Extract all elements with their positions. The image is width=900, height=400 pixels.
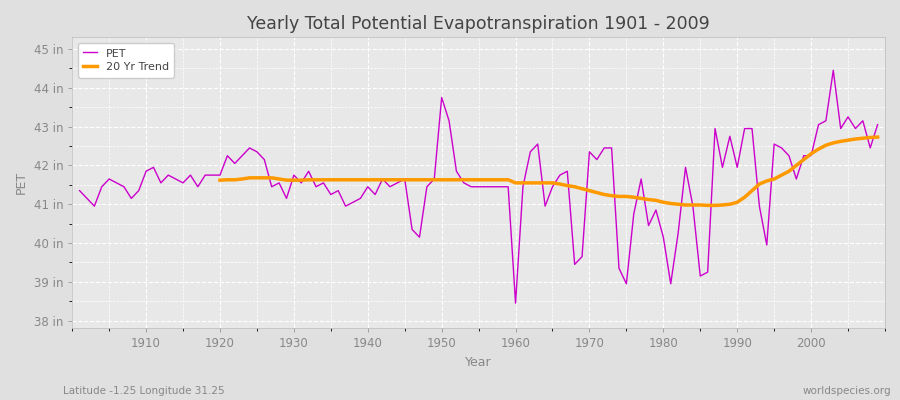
- 20 Yr Trend: [702, 203, 713, 208]
- Line: PET: PET: [79, 70, 878, 303]
- X-axis label: Year: Year: [465, 356, 492, 369]
- PET: [510, 301, 521, 306]
- 20 Yr Trend: [872, 135, 883, 140]
- PET: [518, 184, 528, 189]
- Text: worldspecies.org: worldspecies.org: [803, 386, 891, 396]
- Line: 20 Yr Trend: 20 Yr Trend: [220, 137, 878, 205]
- Legend: PET, 20 Yr Trend: PET, 20 Yr Trend: [77, 43, 175, 78]
- 20 Yr Trend: [672, 202, 683, 207]
- PET: [296, 180, 307, 185]
- PET: [607, 146, 617, 150]
- PET: [503, 184, 514, 189]
- Text: Latitude -1.25 Longitude 31.25: Latitude -1.25 Longitude 31.25: [63, 386, 225, 396]
- Y-axis label: PET: PET: [15, 171, 28, 194]
- PET: [74, 188, 85, 193]
- 20 Yr Trend: [784, 169, 795, 174]
- PET: [828, 68, 839, 73]
- 20 Yr Trend: [214, 178, 225, 182]
- 20 Yr Trend: [414, 177, 425, 182]
- PET: [872, 122, 883, 127]
- 20 Yr Trend: [850, 137, 860, 142]
- Title: Yearly Total Potential Evapotranspiration 1901 - 2009: Yearly Total Potential Evapotranspiratio…: [248, 15, 710, 33]
- 20 Yr Trend: [303, 177, 314, 182]
- PET: [133, 188, 144, 193]
- PET: [340, 204, 351, 208]
- 20 Yr Trend: [769, 176, 779, 181]
